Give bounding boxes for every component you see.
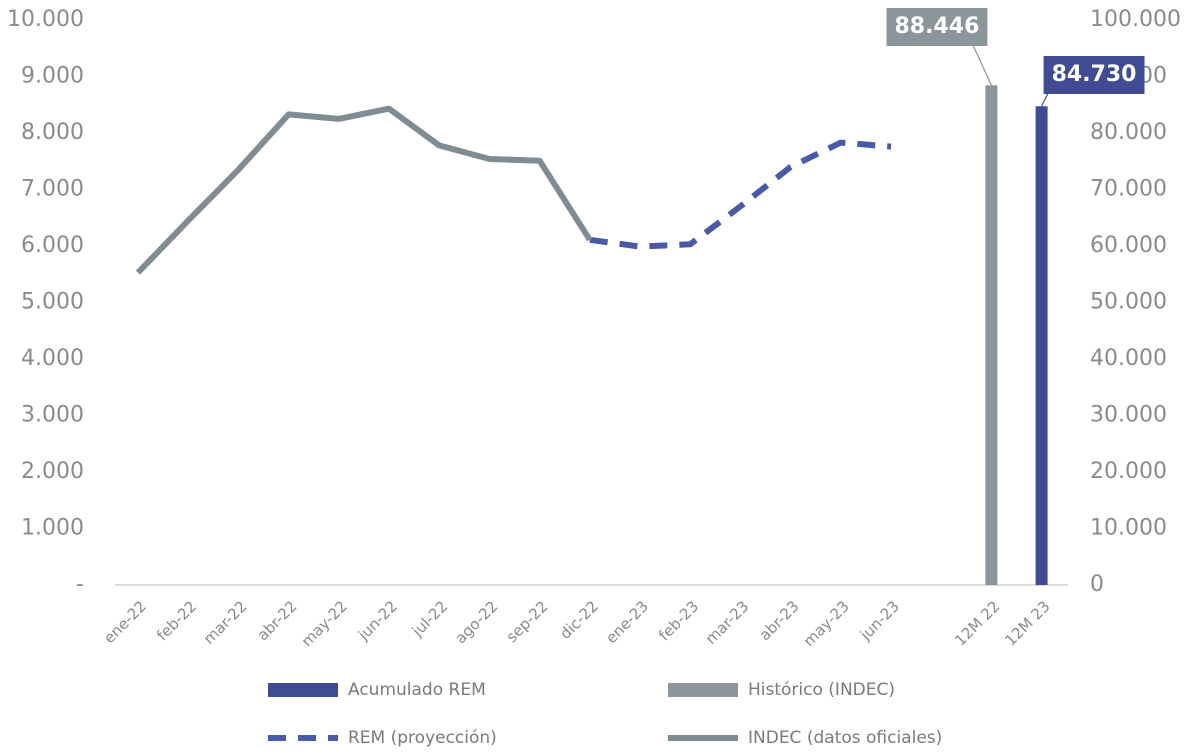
y2-tick-label: 40.000	[1090, 346, 1167, 371]
y-tick-label: 4.000	[21, 346, 84, 371]
x-tick-label: dic-22	[556, 597, 602, 643]
value-label-box	[886, 8, 988, 46]
legend-swatch	[668, 683, 738, 697]
line	[589, 139, 892, 250]
y-tick-label: 2.000	[21, 459, 84, 484]
bar	[985, 85, 998, 586]
x-tick-label: ene-22	[100, 597, 150, 647]
line	[135, 105, 593, 275]
y-tick-label: 3.000	[21, 403, 84, 428]
y2-tick-label: 70.000	[1090, 177, 1167, 202]
legend-label: INDEC (datos oficiales)	[748, 728, 942, 748]
x-tick-label: abr-22	[254, 597, 301, 644]
y2-tick-label: 50.000	[1090, 290, 1167, 315]
x-tick-label: may-23	[800, 597, 853, 650]
value-label: 84.730	[1052, 62, 1137, 87]
legend-swatch	[268, 683, 338, 697]
y-tick-label: 1.000	[21, 516, 84, 541]
y-tick-label: 5.000	[21, 290, 84, 315]
y2-tick-label: 0	[1090, 572, 1104, 597]
y-tick-label: 9.000	[21, 64, 84, 89]
y-tick-label: 10.000	[7, 7, 84, 32]
x-tick-label: jun-23	[856, 597, 903, 644]
legend-label: REM (proyección)	[348, 728, 497, 748]
y2-tick-label: 20.000	[1090, 459, 1167, 484]
x-tick-label: mar-23	[702, 597, 753, 648]
y-tick-label: -	[76, 572, 84, 597]
value-label-box	[1043, 56, 1145, 94]
x-tick-label: 12M 22	[951, 597, 1003, 649]
y2-tick-label: 80.000	[1090, 120, 1167, 145]
legend-label: Acumulado REM	[348, 680, 486, 700]
value-label: 88.446	[894, 14, 979, 39]
label-connector	[1041, 93, 1049, 107]
x-tick-label: 12M 23	[1001, 597, 1053, 649]
x-tick-label: abr-23	[756, 597, 803, 644]
x-tick-label: ago-22	[451, 597, 501, 647]
x-tick-label: ene-23	[602, 597, 652, 647]
y2-tick-label: 30.000	[1090, 403, 1167, 428]
y2-tick-label: 100.000	[1090, 7, 1181, 32]
x-tick-label: feb-23	[655, 597, 702, 644]
x-tick-label: jul-22	[408, 597, 451, 640]
bar	[1035, 106, 1048, 585]
legend-label: Histórico (INDEC)	[748, 680, 895, 700]
y-tick-label: 6.000	[21, 233, 84, 258]
x-tick-label: sep-22	[503, 597, 552, 646]
x-tick-label: feb-22	[153, 597, 200, 644]
x-tick-label: may-22	[298, 597, 351, 650]
y-tick-label: 8.000	[21, 120, 84, 145]
y-tick-label: 7.000	[21, 177, 84, 202]
label-connector	[972, 45, 992, 86]
y2-tick-label: 10.000	[1090, 516, 1167, 541]
y2-tick-label: 60.000	[1090, 233, 1167, 258]
x-tick-label: jun-22	[354, 597, 401, 644]
x-tick-label: mar-22	[200, 597, 251, 648]
